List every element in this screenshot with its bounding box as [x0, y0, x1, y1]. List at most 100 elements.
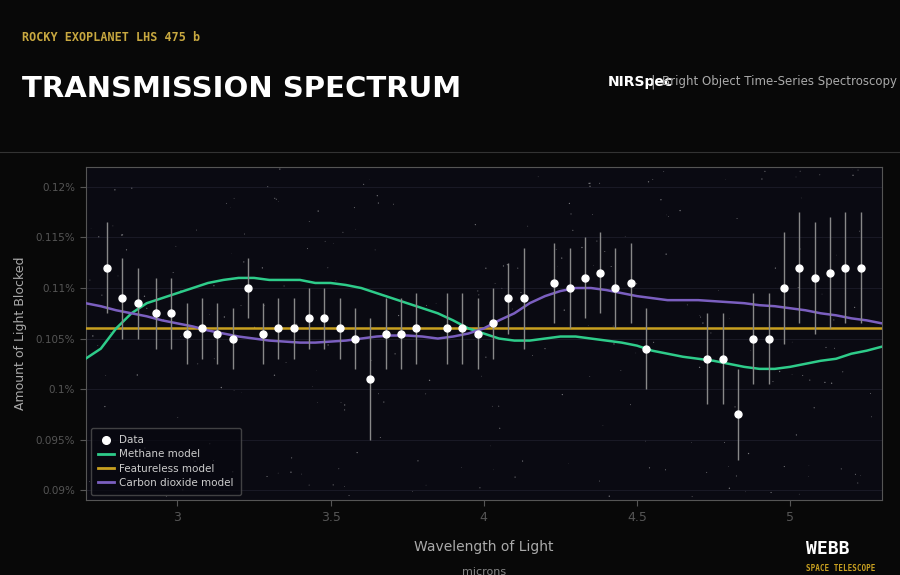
Point [596, 421, 610, 430]
Point [562, 199, 577, 208]
Point [722, 484, 736, 493]
Point [550, 262, 564, 271]
Point [607, 339, 621, 348]
Point [318, 237, 332, 246]
Point [485, 402, 500, 411]
Point [269, 195, 284, 204]
Point [217, 312, 231, 321]
Point [818, 378, 832, 387]
Point [645, 175, 660, 184]
Point [554, 254, 569, 263]
Point [371, 389, 385, 398]
Point [766, 377, 780, 386]
Point [479, 352, 493, 362]
Point [642, 177, 656, 186]
Point [305, 382, 320, 391]
Text: Wavelength of Light: Wavelength of Light [414, 540, 554, 554]
Point [370, 191, 384, 200]
Point [188, 457, 202, 466]
Point [684, 438, 698, 447]
Point [488, 279, 502, 288]
Point [166, 268, 180, 277]
Point [419, 301, 434, 310]
Point [98, 402, 112, 411]
Point [350, 448, 365, 457]
Point [267, 371, 282, 380]
Text: |: | [650, 75, 654, 89]
Point [130, 370, 145, 380]
Point [850, 166, 865, 175]
Point [86, 331, 100, 340]
Point [227, 194, 241, 203]
Point [565, 226, 580, 235]
Point [680, 300, 695, 309]
Point [853, 471, 868, 480]
Point [371, 198, 385, 208]
Point [696, 319, 710, 328]
Point [376, 397, 391, 407]
Point [824, 378, 839, 388]
Point [555, 390, 570, 399]
Point [152, 467, 166, 477]
Point [120, 245, 134, 254]
Point [602, 492, 616, 501]
Point [791, 283, 806, 292]
Point [505, 304, 519, 313]
Point [156, 315, 170, 324]
Point [290, 320, 304, 329]
Point [104, 328, 118, 337]
Point [334, 398, 348, 407]
Point [124, 183, 139, 193]
Point [138, 443, 152, 453]
Point [386, 200, 400, 209]
Point [284, 467, 298, 477]
Point [148, 324, 163, 333]
Point [662, 212, 676, 221]
Point [777, 462, 791, 471]
Point [846, 171, 860, 180]
Point [248, 323, 262, 332]
Point [807, 403, 822, 412]
Point [495, 284, 509, 293]
Point [814, 289, 829, 298]
Point [789, 430, 804, 439]
Point [202, 310, 217, 319]
Point [693, 312, 707, 321]
Point [638, 436, 652, 446]
Point [327, 239, 341, 248]
Point [115, 230, 130, 239]
Point [145, 309, 159, 319]
Point [174, 286, 188, 295]
Point [582, 179, 597, 188]
Text: SPACE TELESCOPE: SPACE TELESCOPE [806, 564, 875, 573]
Point [92, 232, 106, 242]
Point [590, 236, 604, 246]
Point [98, 371, 112, 380]
Point [685, 492, 699, 501]
Point [659, 250, 673, 259]
Point [624, 400, 638, 409]
Point [454, 463, 469, 472]
Point [331, 464, 346, 473]
Point [206, 456, 220, 465]
Point [592, 179, 607, 188]
Point [368, 246, 382, 255]
Point [392, 311, 406, 320]
Point [643, 463, 657, 473]
Point [658, 465, 672, 474]
Point [581, 321, 596, 331]
Point [294, 469, 309, 478]
Point [418, 481, 433, 490]
Point [562, 459, 576, 468]
Point [827, 344, 842, 353]
Text: TRANSMISSION SPECTRUM: TRANSMISSION SPECTRUM [22, 75, 462, 102]
Text: NIRSpec: NIRSpec [608, 75, 672, 89]
Point [442, 325, 456, 334]
Point [704, 328, 718, 338]
Point [336, 228, 350, 237]
Point [803, 375, 817, 385]
Point [277, 281, 292, 290]
Point [835, 367, 850, 377]
Point [214, 383, 229, 392]
Point [486, 465, 500, 474]
